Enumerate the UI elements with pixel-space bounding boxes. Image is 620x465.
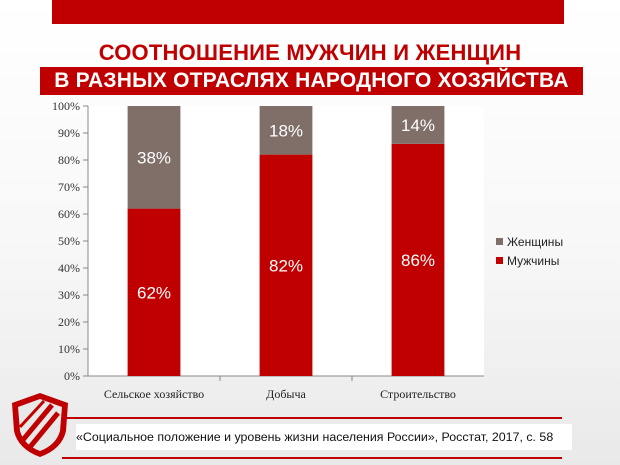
title-line-2: В РАЗНЫХ ОТРАСЛЯХ НАРОДНОГО ХОЗЯЙСТВА [40, 67, 583, 95]
y-tick-label: 20% [58, 315, 80, 329]
data-label: 62% [137, 283, 171, 302]
y-tick-label: 70% [58, 180, 80, 194]
data-label: 86% [401, 251, 435, 270]
data-label: 82% [269, 256, 303, 275]
legend-swatch-men [496, 257, 503, 264]
y-tick-label: 100% [52, 99, 80, 113]
bar-segment-men [391, 143, 445, 376]
top-accent-bar [52, 0, 564, 24]
legend-label-women: Женщины [507, 234, 564, 249]
bar-segment-women [391, 106, 445, 144]
bar-segment-men [259, 154, 313, 376]
x-category-label: Добыча [266, 387, 306, 401]
bar-segment-women [127, 106, 181, 209]
bar-segment-men [127, 208, 181, 376]
footer-rule-top [62, 417, 562, 419]
chart-legend: Женщины Мужчины [496, 232, 563, 270]
x-category-label: Строительство [380, 387, 456, 401]
shield-logo-icon [12, 393, 68, 457]
y-tick-label: 60% [58, 207, 80, 221]
footer-rule-bottom [62, 457, 562, 459]
title-line-1: СООТНОШЕНИЕ МУЖЧИН И ЖЕНЩИН [98, 40, 522, 65]
y-tick-label: 30% [58, 288, 80, 302]
y-tick-label: 0% [64, 369, 80, 383]
legend-swatch-women [496, 238, 503, 245]
y-tick-label: 80% [58, 153, 80, 167]
y-tick-label: 10% [58, 342, 80, 356]
source-citation: «Социальное положение и уровень жизни на… [76, 424, 572, 450]
data-label: 14% [401, 116, 435, 135]
bar-segment-women [259, 106, 313, 155]
x-category-label: Сельское хозяйство [104, 387, 204, 401]
y-tick-label: 40% [58, 261, 80, 275]
y-tick-label: 50% [58, 234, 80, 248]
data-label: 38% [137, 148, 171, 167]
y-tick-label: 90% [58, 126, 80, 140]
legend-label-men: Мужчины [507, 253, 560, 268]
legend-item-men: Мужчины [496, 251, 563, 270]
legend-item-women: Женщины [496, 232, 563, 251]
data-label: 18% [269, 121, 303, 140]
